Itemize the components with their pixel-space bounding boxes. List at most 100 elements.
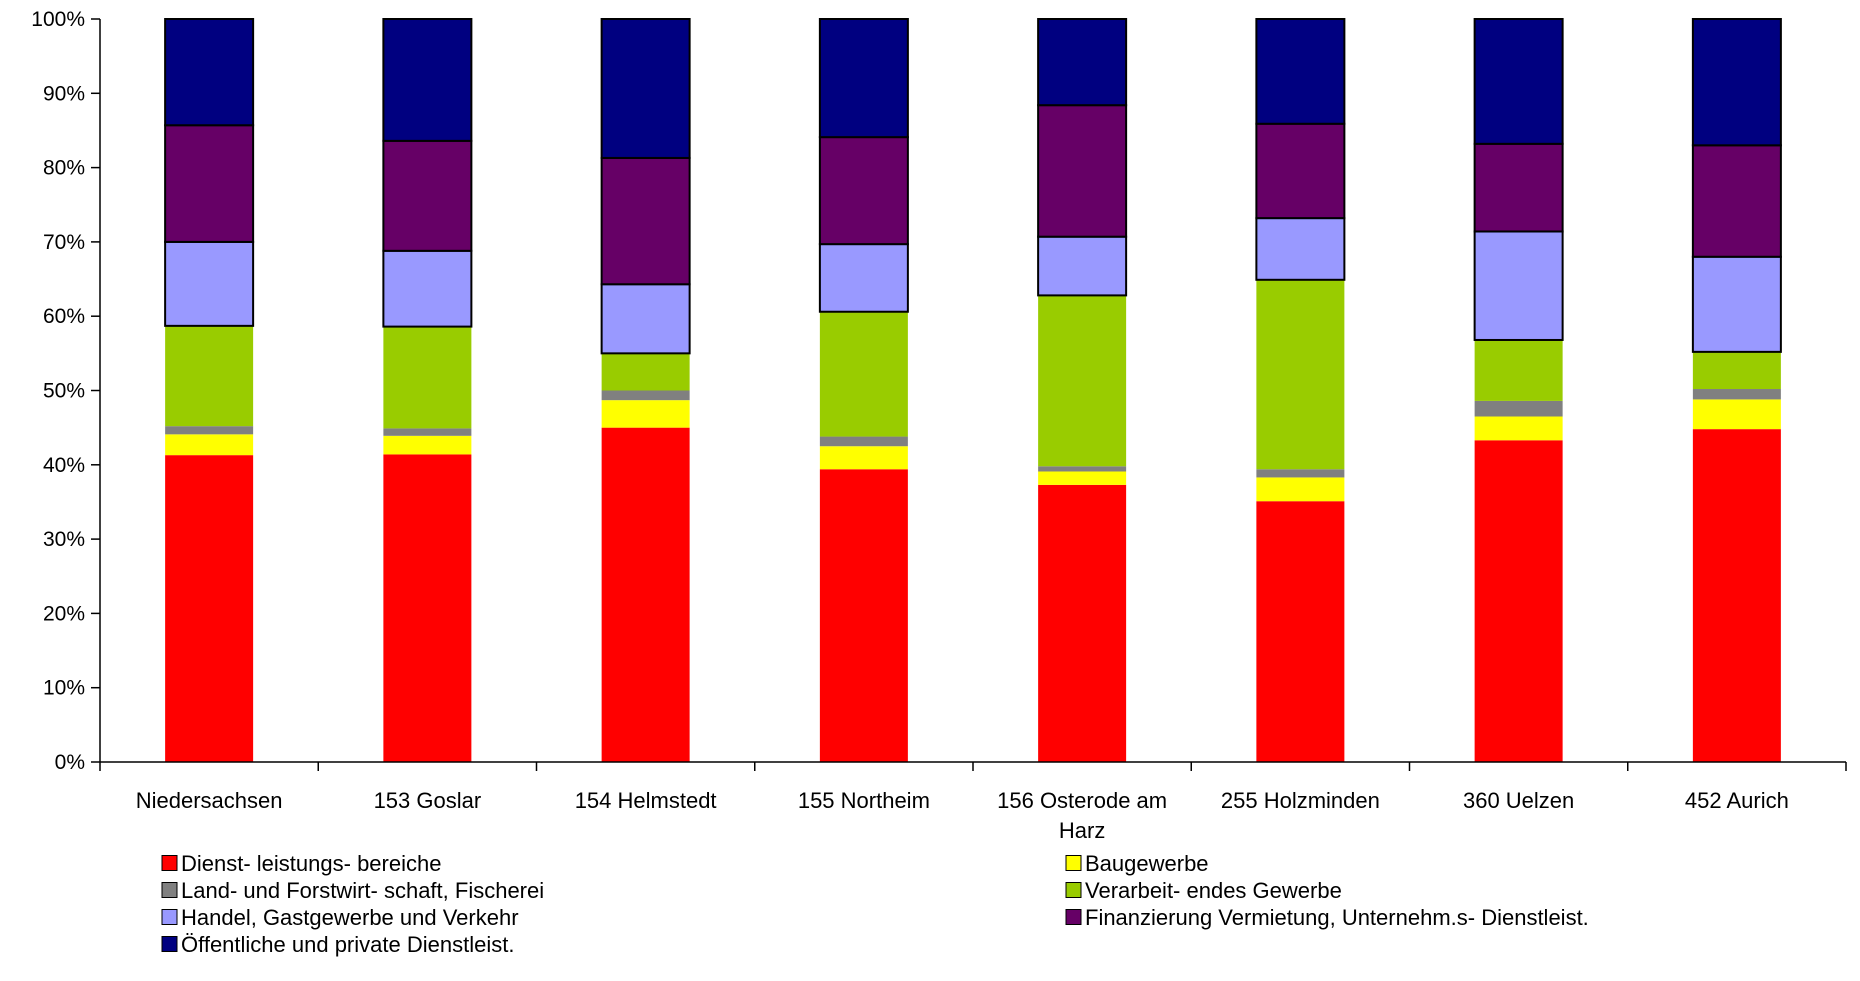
bar-segment-finanzierung-vermietung-unternehm-s-dienstleist [1691,144,1782,258]
legend-swatch [161,909,178,925]
bar-segment-öffentliche-und-private-dienstleist [1255,18,1346,125]
bar-segment-dienst-leistungs-bereiche [383,454,472,762]
x-tick-label: Niedersachsen [136,788,283,813]
bar-stack-255-holzminden [1255,18,1346,762]
legend-item-handel-gastgewerbe-und-verkehr: Handel, Gastgewerbe und Verkehr [161,905,519,930]
bar-segment-dienst-leistungs-bereiche [1692,429,1781,762]
legend-swatch [161,855,178,871]
bar-segment-handel-gastgewerbe-und-verkehr [600,283,691,355]
legend-item-finanzierung-vermietung-unternehm-s-dienstleist: Finanzierung Vermietung, Unternehm.s- Di… [1065,905,1589,930]
bar-segment-verarbeit-endes-gewerbe [383,326,472,429]
bar-segment-baugewerbe [1692,399,1781,430]
legend-item-dienst-leistungs-bereiche: Dienst- leistungs- bereiche [161,851,441,876]
bar-segment-finanzierung-vermietung-unternehm-s-dienstleist [1037,104,1128,238]
legend: Dienst- leistungs- bereiche Baugewerbe Lan… [161,851,1589,957]
bar-segment-baugewerbe [165,434,254,456]
bar-stack-niedersachsen [164,18,255,762]
y-axis: 0% 10% 20% 30% 40% 50% 60% 70% 80% 90% 100% [31,8,101,774]
bar-segment-verarbeit-endes-gewerbe [1256,279,1345,470]
bar-segment-land-und-forstwirt-schaft-fischerei [601,390,690,401]
bar-segment-baugewerbe [819,446,908,470]
x-tick-label: 156 Osterode am Harz [997,788,1167,843]
bar-segment-baugewerbe [601,400,690,428]
y-tick-label: 60% [43,305,85,328]
x-tick-label: 452 Aurich [1685,788,1789,813]
bar-segment-handel-gastgewerbe-und-verkehr [1473,230,1564,341]
bar-segment-baugewerbe [1474,416,1563,441]
legend-label: Land- und Forstwirt- schaft, Fischerei [181,878,544,903]
bar-segment-handel-gastgewerbe-und-verkehr [164,240,255,327]
bar-stack-156-osterode-am-harz [1037,18,1128,762]
legend-item-land-und-forstwirt-schaft-fischerei: Land- und Forstwirt- schaft, Fischerei [161,878,544,903]
y-tick-label: 30% [43,528,85,551]
bar-segment-verarbeit-endes-gewerbe [601,353,690,391]
bar-segment-land-und-forstwirt-schaft-fischerei [819,436,908,447]
bar-segment-land-und-forstwirt-schaft-fischerei [165,426,254,435]
bar-segment-öffentliche-und-private-dienstleist [164,18,255,127]
x-tick-label: 154 Helmstedt [575,788,717,813]
bar-segment-handel-gastgewerbe-und-verkehr [382,249,473,328]
bar-segment-öffentliche-und-private-dienstleist [818,18,909,139]
x-tick-label: 153 Goslar [374,788,482,813]
bar-segment-handel-gastgewerbe-und-verkehr [818,243,909,313]
legend-swatch [161,936,178,952]
bar-segment-baugewerbe [1256,477,1345,502]
legend-label: Öffentliche und private Dienstleist. [181,932,514,957]
bar-stack-452-aurich [1691,18,1782,762]
bar-area [164,18,1782,762]
bar-segment-dienst-leistungs-bereiche [601,427,690,762]
bar-segment-öffentliche-und-private-dienstleist [1473,18,1564,145]
legend-label: Verarbeit- endes Gewerbe [1085,878,1342,903]
bar-segment-land-und-forstwirt-schaft-fischerei [1692,389,1781,400]
legend-item-öffentliche-und-private-dienstleist: Öffentliche und private Dienstleist. [161,932,514,957]
bar-segment-öffentliche-und-private-dienstleist [1037,18,1128,107]
legend-item-baugewerbe: Baugewerbe [1065,851,1209,876]
y-tick-label: 70% [43,231,85,254]
x-tick-label: 360 Uelzen [1463,788,1574,813]
bar-segment-land-und-forstwirt-schaft-fischerei [1038,466,1127,472]
y-tick-label: 40% [43,454,85,477]
legend-swatch [1065,882,1082,898]
bar-stack-360-uelzen [1473,18,1564,762]
bar-segment-land-und-forstwirt-schaft-fischerei [1256,469,1345,478]
x-axis: Niedersachsen 153 Goslar 154 Helmstedt 155 … [99,761,1847,843]
bar-segment-finanzierung-vermietung-unternehm-s-dienstleist [382,139,473,252]
y-tick-label: 0% [55,751,85,774]
bar-segment-baugewerbe [1038,471,1127,485]
bar-segment-handel-gastgewerbe-und-verkehr [1037,235,1128,297]
legend-label: Finanzierung Vermietung, Unternehm.s- Di… [1085,905,1589,930]
y-tick-label: 90% [43,82,85,105]
legend-label: Baugewerbe [1085,851,1209,876]
bar-segment-land-und-forstwirt-schaft-fischerei [1474,400,1563,417]
legend-swatch [1065,909,1082,925]
bar-segment-verarbeit-endes-gewerbe [1038,295,1127,467]
bar-segment-finanzierung-vermietung-unternehm-s-dienstleist [600,156,691,286]
y-tick-label: 10% [43,677,85,700]
bar-segment-öffentliche-und-private-dienstleist [600,18,691,159]
y-tick-label: 20% [43,602,85,625]
y-tick-label: 100% [31,8,85,31]
bar-stack-155-northeim [818,18,909,762]
bar-segment-verarbeit-endes-gewerbe [1474,339,1563,401]
bar-segment-verarbeit-endes-gewerbe [1692,351,1781,390]
bar-stack-153-goslar [382,18,473,762]
y-tick-label: 50% [43,380,85,403]
bar-segment-dienst-leistungs-bereiche [1038,484,1127,762]
bar-stack-154-helmstedt [600,18,691,762]
bar-segment-finanzierung-vermietung-unternehm-s-dienstleist [1473,142,1564,233]
legend-swatch [1065,855,1082,871]
bar-segment-finanzierung-vermietung-unternehm-s-dienstleist [1255,122,1346,220]
bar-segment-handel-gastgewerbe-und-verkehr [1255,217,1346,281]
bar-segment-finanzierung-vermietung-unternehm-s-dienstleist [818,136,909,246]
x-tick-label: 155 Northeim [798,788,930,813]
bar-segment-öffentliche-und-private-dienstleist [1691,18,1782,147]
bar-segment-land-und-forstwirt-schaft-fischerei [383,428,472,436]
bar-segment-dienst-leistungs-bereiche [165,455,254,762]
bar-segment-verarbeit-endes-gewerbe [165,325,254,427]
x-tick-label: 255 Holzminden [1221,788,1380,813]
bar-segment-dienst-leistungs-bereiche [1474,440,1563,762]
legend-label: Handel, Gastgewerbe und Verkehr [181,905,519,930]
bar-segment-öffentliche-und-private-dienstleist [382,18,473,142]
legend-label: Dienst- leistungs- bereiche [181,851,441,876]
